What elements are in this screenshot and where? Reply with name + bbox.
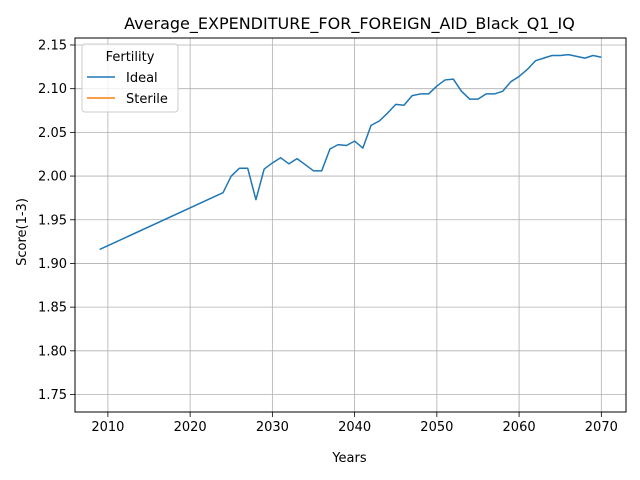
plot-frame [74,37,627,413]
legend-title: Fertility [106,50,155,65]
x-tick-label: 2070 [585,420,618,435]
y-tick-label: 1.95 [38,213,67,228]
y-tick-label: 2.00 [38,170,67,185]
legend: Fertility Ideal Sterile [81,43,179,113]
y-tick-label: 1.85 [38,301,67,316]
x-tick-label: 2050 [420,420,453,435]
y-tick-label: 2.10 [38,82,67,97]
legend-box [81,43,179,113]
y-tick-label: 2.05 [38,126,67,141]
x-tick-label: 2030 [256,420,289,435]
y-axis-label: Score(1-3) [15,198,30,266]
ticks: 2010 2020 2030 2040 2050 2060 2070 1.75 1.80 1.85… [38,38,618,435]
y-tick-label: 2.15 [38,38,67,53]
grid [75,38,626,412]
y-tick-label: 1.75 [38,388,67,403]
x-tick-label: 2010 [91,420,124,435]
series-layer [99,53,602,251]
x-tick-label: 2040 [338,420,371,435]
legend-label-sterile: Sterile [126,92,168,107]
series-line-ideal [99,53,602,251]
y-tick-label: 1.90 [38,257,67,272]
legend-label-ideal: Ideal [126,71,158,86]
x-tick-label: 2020 [174,420,207,435]
x-axis-label: Years [331,451,367,466]
chart-title: Average_EXPENDITURE_FOR_FOREIGN_AID_Blac… [124,14,575,34]
y-tick-label: 1.80 [38,344,67,359]
x-tick-label: 2060 [503,420,536,435]
